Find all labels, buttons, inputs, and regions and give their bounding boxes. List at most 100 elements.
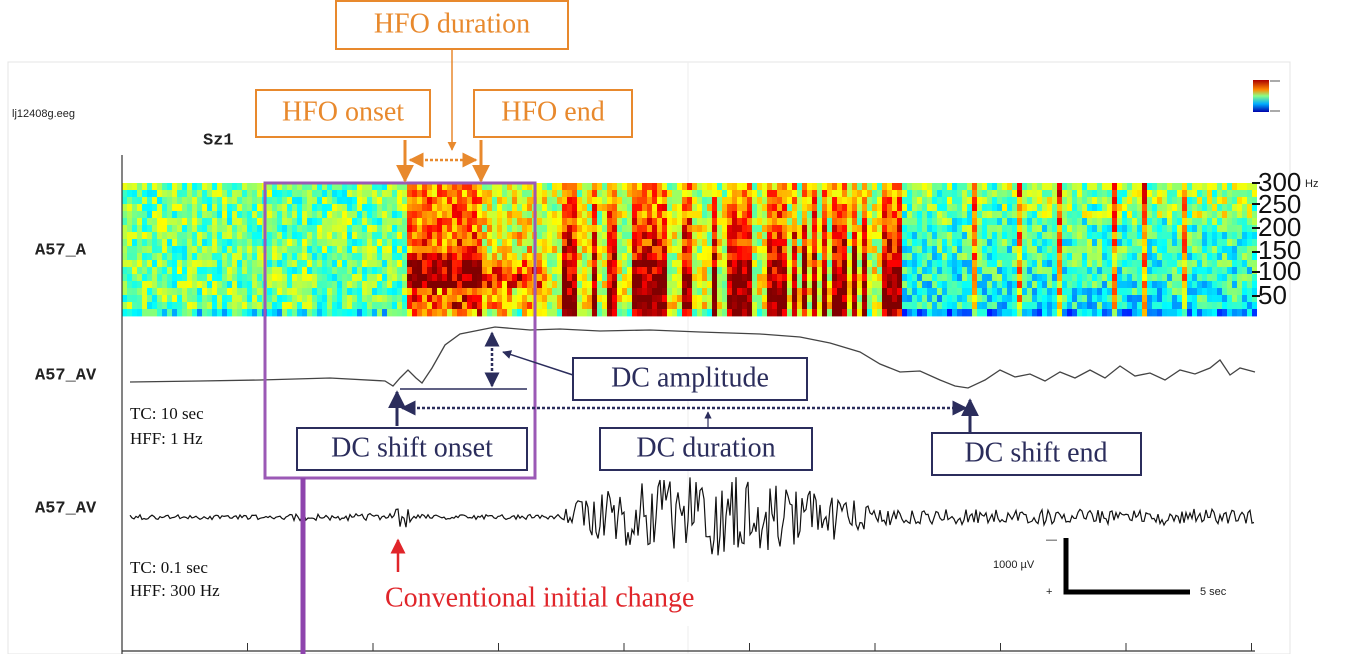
spectrogram-cell [1222, 253, 1227, 260]
spectrogram-cell [732, 309, 737, 316]
spectrogram-cell [797, 288, 802, 295]
spectrogram-cell [882, 246, 887, 253]
spectrogram-cell [492, 260, 497, 267]
spectrogram-cell [1052, 281, 1057, 288]
spectrogram-cell [157, 281, 162, 288]
spectrogram-cell [302, 225, 307, 232]
spectrogram-cell [242, 267, 247, 274]
spectrogram-cell [667, 190, 672, 197]
spectrogram-cell [482, 274, 487, 281]
spectrogram-cell [462, 288, 467, 295]
spectrogram-cell [127, 295, 132, 302]
spectrogram-cell [752, 274, 757, 281]
spectrogram-cell [552, 246, 557, 253]
spectrogram-cell [797, 246, 802, 253]
spectrogram-cell [1087, 183, 1092, 190]
spectrogram-cell [927, 239, 932, 246]
spectrogram-cell [422, 274, 427, 281]
spectrogram-cell [197, 302, 202, 309]
spectrogram-cell [227, 274, 232, 281]
spectrogram-cell [447, 211, 452, 218]
spectrogram-cell [132, 267, 137, 274]
spectrogram-cell [952, 253, 957, 260]
spectrogram-cell [827, 274, 832, 281]
spectrogram-cell [467, 302, 472, 309]
spectrogram-cell [202, 253, 207, 260]
spectrogram-cell [867, 253, 872, 260]
spectrogram-cell [1052, 204, 1057, 211]
spectrogram-cell [1187, 225, 1192, 232]
spectrogram-cell [892, 281, 897, 288]
spectrogram-cell [252, 253, 257, 260]
spectrogram-cell [807, 288, 812, 295]
spectrogram-cell [227, 204, 232, 211]
spectrogram-cell [972, 190, 977, 197]
spectrogram-cell [872, 274, 877, 281]
spectrogram-cell [602, 197, 607, 204]
spectrogram-cell [157, 295, 162, 302]
spectrogram-cell [567, 274, 572, 281]
spectrogram-cell [987, 295, 992, 302]
spectrogram-cell [157, 309, 162, 316]
spectrogram-cell [1037, 204, 1042, 211]
spectrogram-cell [1087, 267, 1092, 274]
spectrogram-cell [1197, 197, 1202, 204]
spectrogram-cell [1062, 239, 1067, 246]
spectrogram-cell [682, 190, 687, 197]
spectrogram-cell [1042, 239, 1047, 246]
spectrogram-cell [607, 211, 612, 218]
spectrogram-cell [1247, 232, 1252, 239]
spectrogram-cell [372, 302, 377, 309]
spectrogram-cell [857, 253, 862, 260]
spectrogram-cell [172, 253, 177, 260]
spectrogram-cell [822, 267, 827, 274]
spectrogram-cell [912, 239, 917, 246]
spectrogram-cell [327, 288, 332, 295]
spectrogram-cell [622, 211, 627, 218]
spectrogram-cell [1122, 302, 1127, 309]
spectrogram-cell [1077, 190, 1082, 197]
spectrogram-cell [142, 288, 147, 295]
spectrogram-cell [277, 288, 282, 295]
spectrogram-cell [747, 253, 752, 260]
spectrogram-cell [227, 302, 232, 309]
spectrogram-cell [1132, 302, 1137, 309]
spectrogram-cell [137, 218, 142, 225]
spectrogram-cell [292, 204, 297, 211]
spectrogram-cell [597, 190, 602, 197]
spectrogram-cell [962, 211, 967, 218]
spectrogram-cell [212, 225, 217, 232]
spectrogram-cell [962, 281, 967, 288]
spectrogram-cell [282, 253, 287, 260]
spectrogram-cell [292, 225, 297, 232]
spectrogram-cell [1047, 295, 1052, 302]
spectrogram-cell [327, 232, 332, 239]
spectrogram-cell [1042, 274, 1047, 281]
spectrogram-cell [567, 183, 572, 190]
spectrogram-cell [347, 260, 352, 267]
spectrogram-cell [917, 260, 922, 267]
spectrogram-cell [542, 274, 547, 281]
spectrogram-cell [1167, 190, 1172, 197]
spectrogram-cell [362, 281, 367, 288]
spectrogram-cell [302, 288, 307, 295]
spectrogram-cell [977, 267, 982, 274]
spectrogram-cell [1147, 295, 1152, 302]
spectrogram-cell [597, 309, 602, 316]
spectrogram-cell [892, 197, 897, 204]
spectrogram-cell [1107, 183, 1112, 190]
spectrogram-cell [1047, 204, 1052, 211]
spectrogram-cell [957, 302, 962, 309]
spectrogram-cell [757, 295, 762, 302]
spectrogram-cell [197, 260, 202, 267]
spectrogram-cell [1237, 239, 1242, 246]
spectrogram-cell [902, 232, 907, 239]
spectrogram-cell [1017, 190, 1022, 197]
spectrogram-cell [1072, 253, 1077, 260]
spectrogram-cell [862, 183, 867, 190]
spectrogram-cell [337, 260, 342, 267]
spectrogram-cell [702, 218, 707, 225]
spectrogram-cell [662, 295, 667, 302]
spectrogram-cell [507, 295, 512, 302]
spectrogram-cell [772, 232, 777, 239]
